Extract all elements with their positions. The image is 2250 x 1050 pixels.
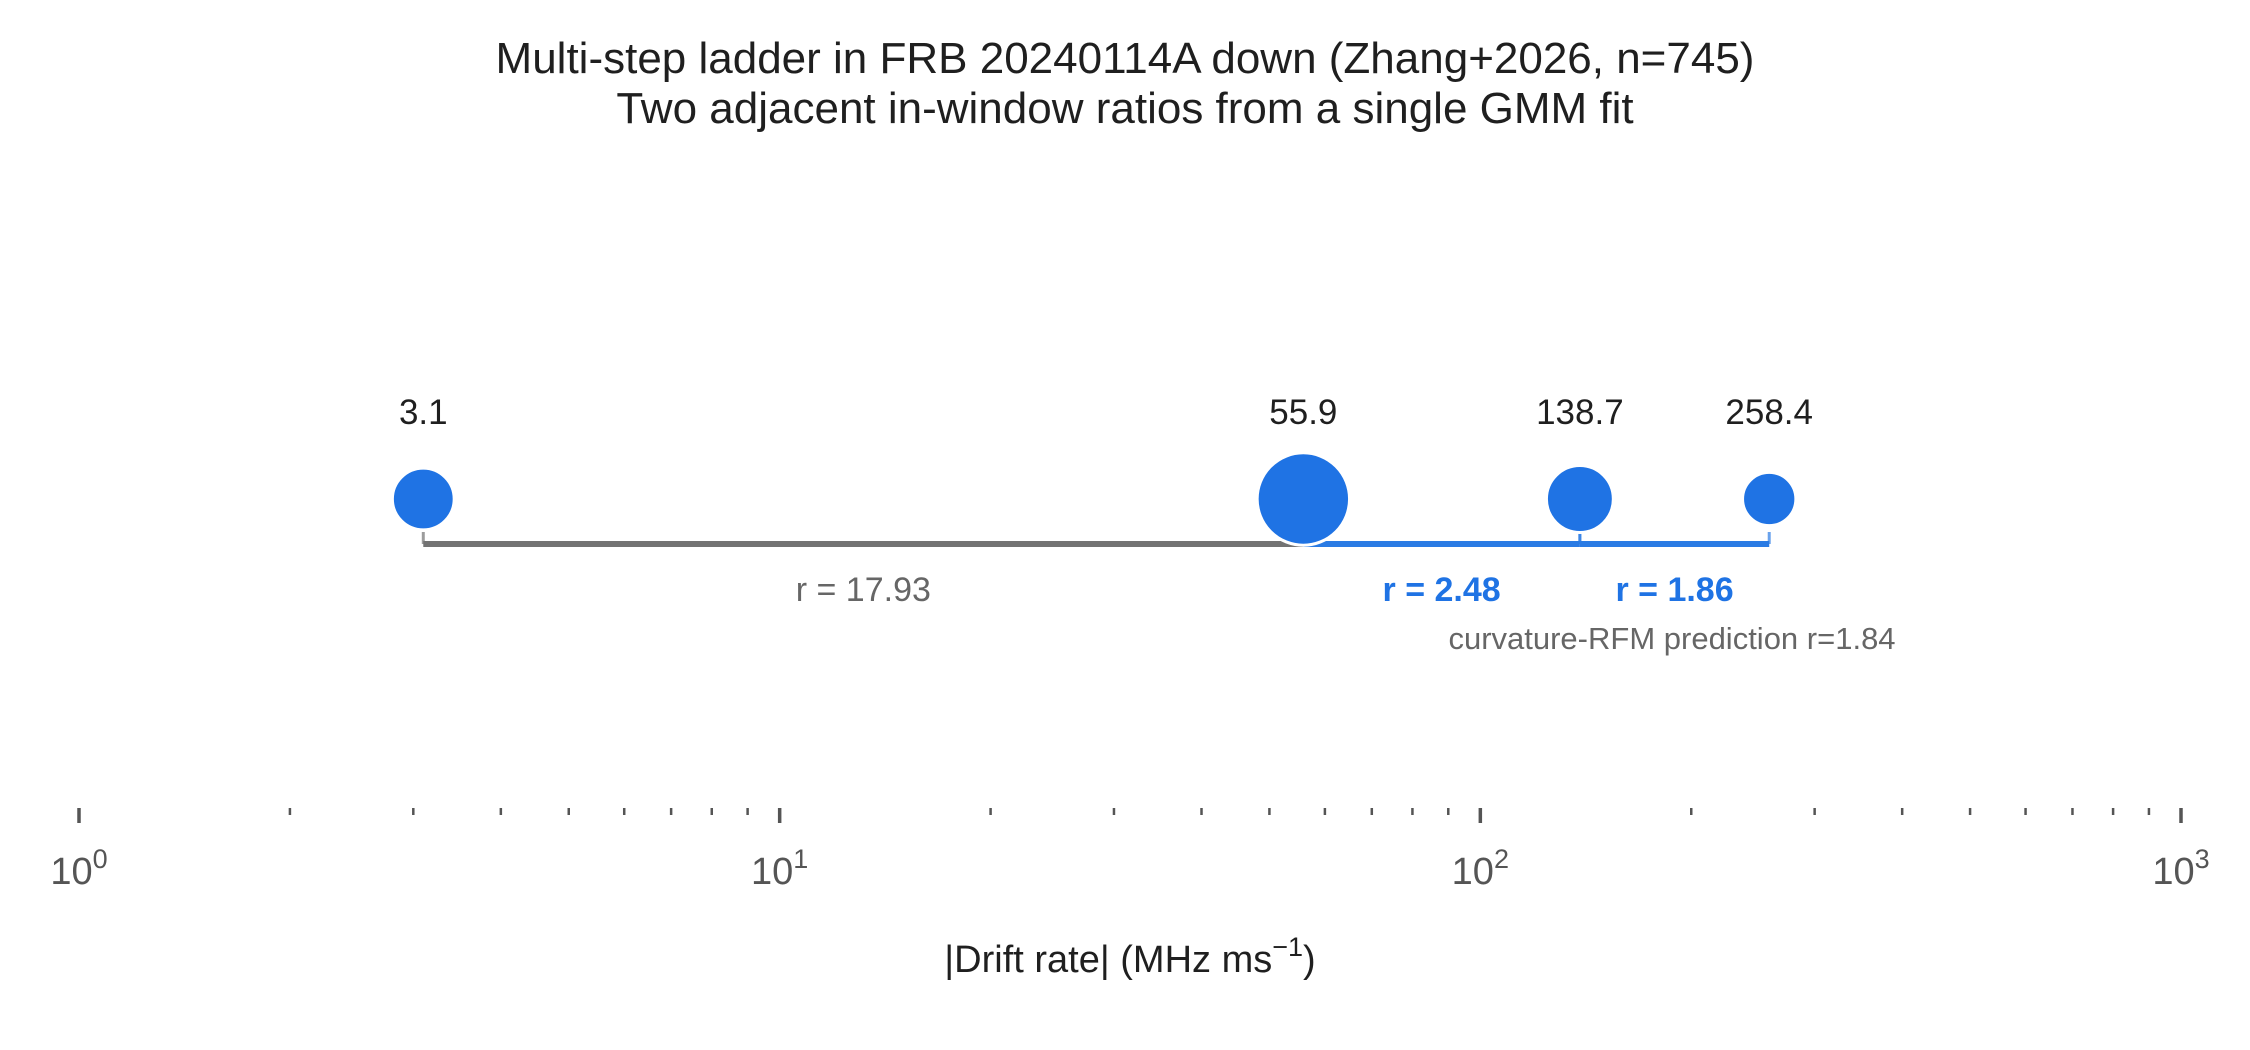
x-tick-label: 102 [1452, 844, 1509, 893]
data-point [1255, 451, 1352, 547]
ratio-label: r = 17.93 [796, 571, 931, 609]
x-axis-label: |Drift rate| (MHz ms−1) [944, 932, 1315, 981]
ratio-label: r = 2.48 [1383, 571, 1501, 609]
ratio-brackets: r = 17.93 r = 2.48 r = 1.86 [421, 532, 1771, 609]
x-tick-label: 103 [2152, 844, 2209, 893]
data-point [390, 466, 456, 532]
data-point-label: 3.1 [399, 393, 448, 432]
chart-title: Multi-step ladder in FRB 20240114A down … [495, 34, 1755, 83]
prediction-annotation: curvature-RFM prediction r=1.84 [1448, 621, 1895, 656]
data-point-label: 55.9 [1269, 393, 1337, 432]
data-point-label: 138.7 [1536, 393, 1624, 432]
x-tick-label: 101 [751, 844, 808, 893]
chart-subtitle: Two adjacent in-window ratios from a sin… [616, 84, 1634, 133]
x-tick-label: 100 [50, 844, 107, 893]
data-point [1544, 464, 1615, 534]
data-point-label: 258.4 [1725, 393, 1813, 432]
data-point [1741, 470, 1798, 528]
ratio-label: r = 1.86 [1615, 571, 1733, 609]
x-axis-label-exponent: −1 [1272, 932, 1303, 962]
x-axis-label-main: |Drift rate| (MHz ms [944, 939, 1272, 981]
data-points: 3.1 55.9 138.7 258.4 [390, 393, 1813, 547]
x-axis-label-tail: ) [1303, 939, 1316, 981]
x-axis: 100 101 102 103 [50, 808, 2210, 893]
